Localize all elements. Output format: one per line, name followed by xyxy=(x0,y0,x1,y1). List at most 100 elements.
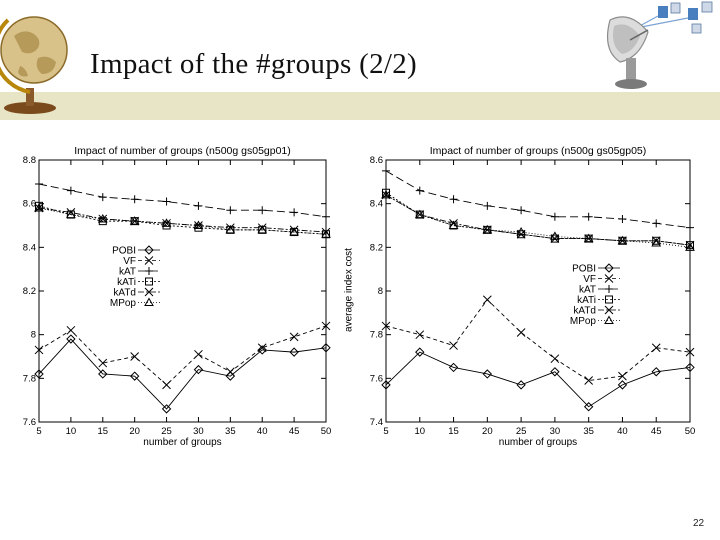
data-point xyxy=(381,380,391,390)
data-point xyxy=(34,345,44,355)
data-point xyxy=(517,206,526,215)
series-mpop xyxy=(381,189,695,251)
data-point xyxy=(414,209,425,219)
data-point xyxy=(550,234,560,243)
data-point xyxy=(381,321,391,331)
data-point xyxy=(289,227,299,236)
header-accent-band xyxy=(0,92,720,120)
x-tick-label: 25 xyxy=(516,426,527,437)
plot-frame xyxy=(385,159,691,423)
data-point xyxy=(129,216,140,225)
data-point xyxy=(482,295,492,305)
chart-left: Impact of number of groups (n500g gs05gp… xyxy=(14,140,354,458)
data-point xyxy=(321,229,331,238)
data-point xyxy=(34,203,44,212)
y-tick-label: 7.8 xyxy=(370,330,383,341)
legend-label: kATi xyxy=(117,277,136,288)
x-tick-label: 15 xyxy=(448,426,459,437)
x-tick-label: 40 xyxy=(617,426,628,437)
legend-label: kAT xyxy=(119,267,136,278)
y-tick-label: 7.6 xyxy=(23,417,36,428)
data-point xyxy=(66,209,76,219)
legend-label: MPop xyxy=(570,316,597,327)
x-tick-label: 50 xyxy=(685,426,696,437)
data-point xyxy=(66,334,76,344)
data-point xyxy=(685,242,695,251)
data-point xyxy=(449,341,458,350)
data-point xyxy=(194,201,203,210)
data-point xyxy=(685,347,695,357)
data-point xyxy=(66,186,75,195)
satellite-dish-icon xyxy=(607,1,713,89)
legend-marker xyxy=(598,305,620,315)
data-point xyxy=(289,332,299,342)
series-line xyxy=(38,338,327,410)
chart-title: Impact of number of groups (n500g gs05gp… xyxy=(74,145,291,157)
series-kati xyxy=(35,201,330,239)
x-tick-label: 10 xyxy=(66,426,77,437)
series-line xyxy=(38,207,327,235)
legend-symbol xyxy=(604,274,614,283)
legend-symbol xyxy=(144,297,154,306)
series-vf xyxy=(381,295,695,385)
legend-label: POBI xyxy=(572,264,596,275)
data-point xyxy=(66,325,76,335)
data-point xyxy=(652,219,661,228)
legend-symbol xyxy=(144,287,154,297)
data-point xyxy=(482,369,493,379)
data-point xyxy=(550,212,559,221)
data-point xyxy=(584,376,594,385)
data-point xyxy=(483,201,492,210)
legend-marker xyxy=(138,297,160,306)
data-point xyxy=(449,195,458,204)
data-point xyxy=(34,369,44,379)
legend-marker xyxy=(138,245,160,255)
x-tick-label: 35 xyxy=(225,426,236,437)
data-point xyxy=(130,195,139,204)
y-tick-label: 8.4 xyxy=(370,199,383,210)
x-tick-label: 20 xyxy=(129,426,140,437)
data-point xyxy=(685,362,695,373)
legend-label: kAT xyxy=(579,285,596,296)
legend-symbol xyxy=(605,295,613,304)
series-line xyxy=(385,192,691,246)
series-mpop xyxy=(34,203,331,238)
y-tick-label: 8.8 xyxy=(23,155,36,166)
series-line xyxy=(38,183,327,218)
data-point xyxy=(448,220,459,229)
x-tick-label: 30 xyxy=(193,426,204,437)
globe-icon xyxy=(0,16,68,114)
legend-label: VF xyxy=(123,256,136,267)
series-line xyxy=(385,170,691,229)
legend-marker xyxy=(138,287,160,297)
data-point xyxy=(415,330,425,340)
data-point xyxy=(97,213,108,223)
series-katd xyxy=(381,190,695,250)
data-point xyxy=(618,214,627,223)
data-point xyxy=(225,367,235,377)
data-point xyxy=(193,220,204,229)
legend-marker xyxy=(138,256,160,265)
data-point xyxy=(257,224,268,234)
x-tick-label: 10 xyxy=(414,426,425,437)
legend-symbol xyxy=(144,245,154,255)
y-tick-label: 8.4 xyxy=(23,242,36,253)
x-tick-label: 45 xyxy=(289,426,300,437)
legend-symbol xyxy=(605,285,613,293)
data-point xyxy=(129,371,140,381)
chart-title: Impact of number of groups (n500g gs05gp… xyxy=(430,145,647,157)
legend-marker xyxy=(598,315,620,324)
data-point xyxy=(161,218,172,227)
data-point xyxy=(289,347,299,357)
data-point xyxy=(193,364,204,375)
y-tick-label: 8.2 xyxy=(370,242,383,253)
data-point xyxy=(162,197,171,206)
chart-right-svg: Impact of number of groups (n500g gs05gp… xyxy=(370,145,696,448)
legend-symbol xyxy=(604,263,614,273)
legend-marker xyxy=(598,285,620,293)
data-point xyxy=(516,380,526,390)
data-point xyxy=(381,189,391,199)
data-point xyxy=(415,347,425,357)
legend-label: MPop xyxy=(110,298,137,309)
x-tick-label: 25 xyxy=(161,426,172,437)
